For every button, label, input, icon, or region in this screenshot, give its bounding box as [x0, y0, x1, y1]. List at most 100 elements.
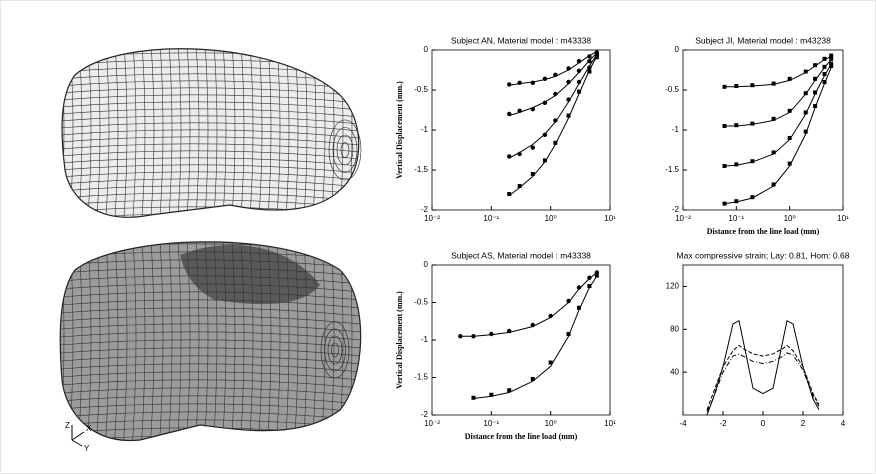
mesh-line — [60, 387, 361, 398]
series-line — [508, 56, 598, 196]
x-tick-label: 10⁰ — [545, 419, 557, 428]
mesh-line — [62, 157, 359, 168]
marker — [734, 199, 739, 204]
mesh-line — [60, 323, 361, 334]
marker — [489, 392, 494, 397]
marker — [813, 76, 818, 81]
mesh-line — [293, 241, 299, 441]
mesh-line — [62, 164, 359, 175]
marker — [787, 108, 792, 113]
series-line — [724, 64, 832, 167]
triad-z: Z — [65, 421, 70, 430]
series-line — [460, 272, 598, 337]
marker — [587, 275, 592, 280]
mesh-line — [60, 403, 361, 414]
mesh-line — [62, 101, 359, 112]
y-tick-label: -0.5 — [414, 85, 428, 94]
mesh-line — [194, 241, 200, 441]
marker — [542, 132, 548, 137]
marker — [530, 145, 536, 150]
mesh-line — [62, 143, 359, 154]
mesh-line — [62, 136, 359, 147]
x-tick-label: 10⁻² — [424, 214, 440, 223]
marker — [803, 129, 808, 134]
y-tick-label: -2 — [421, 205, 429, 214]
mesh-line — [62, 150, 359, 161]
mesh-line — [60, 267, 361, 278]
series-line — [509, 52, 598, 117]
mesh-line — [62, 122, 359, 133]
marker — [771, 182, 776, 187]
y-tick-label: -1 — [672, 125, 680, 134]
y-tick-label: 0 — [675, 45, 680, 54]
x-tick-label: 0 — [761, 419, 766, 428]
marker — [829, 61, 834, 66]
mesh-tip — [332, 127, 358, 173]
marker — [822, 72, 827, 76]
triad-x: X — [86, 424, 92, 433]
x-tick-label: 10¹ — [604, 419, 616, 428]
mesh-line — [60, 299, 361, 310]
y-tick-label: 120 — [666, 282, 680, 291]
plot-frame — [431, 264, 611, 416]
series-line — [706, 352, 820, 412]
marker — [566, 113, 571, 118]
y-tick-label: -0.5 — [414, 298, 428, 307]
mesh-line — [62, 171, 359, 182]
mesh-line — [176, 241, 182, 441]
marker — [822, 56, 827, 61]
series-line — [509, 51, 598, 86]
mesh-line — [185, 241, 191, 441]
series-line — [724, 59, 832, 127]
mesh-line — [62, 48, 65, 218]
mesh-line — [60, 275, 361, 286]
y-tick-label: 80 — [670, 324, 679, 333]
mesh-line — [221, 241, 227, 441]
marker — [771, 116, 776, 121]
y-axis-label: Vertical Displacement (mm.) — [395, 81, 404, 179]
mesh-line — [212, 241, 218, 441]
marker — [803, 69, 808, 74]
marker — [553, 140, 558, 145]
y-tick-label: -2 — [421, 410, 429, 419]
mesh-tip — [336, 134, 354, 166]
y-tick-label: -1.5 — [665, 165, 679, 174]
marker — [771, 150, 776, 155]
mesh-line — [60, 395, 361, 406]
marker — [803, 110, 808, 115]
mesh-line — [62, 178, 359, 189]
marker — [548, 360, 553, 365]
marker — [829, 53, 834, 58]
x-axis-label: Distance from the line load (mm) — [707, 227, 820, 236]
series-line — [706, 319, 820, 416]
marker — [750, 195, 755, 200]
marker — [734, 162, 739, 167]
marker — [734, 123, 739, 128]
y-tick-label: -0.5 — [665, 85, 679, 94]
plot-frame — [431, 49, 611, 211]
x-tick-label: 10¹ — [837, 214, 849, 223]
mesh-line — [140, 48, 146, 218]
series-line — [473, 275, 598, 399]
x-tick-label: 10¹ — [604, 214, 616, 223]
mesh-line — [140, 241, 146, 441]
mesh-line — [60, 371, 361, 382]
marker — [734, 84, 739, 88]
marker — [576, 89, 581, 94]
marker — [787, 76, 792, 81]
y-tick-label: -1 — [421, 335, 429, 344]
x-tick-label: 10⁰ — [784, 214, 796, 223]
y-tick-label: 40 — [670, 367, 679, 376]
mesh-line — [60, 355, 361, 366]
marker — [813, 104, 818, 108]
chart-title: Subject AS, Material model : m43338 — [451, 250, 591, 260]
mesh-line — [167, 241, 173, 441]
mesh-line — [60, 283, 361, 294]
marker — [822, 80, 827, 84]
marker — [506, 82, 512, 87]
marker — [576, 305, 581, 310]
mesh-line — [62, 129, 359, 140]
x-tick-label: 10⁻¹ — [728, 214, 744, 223]
